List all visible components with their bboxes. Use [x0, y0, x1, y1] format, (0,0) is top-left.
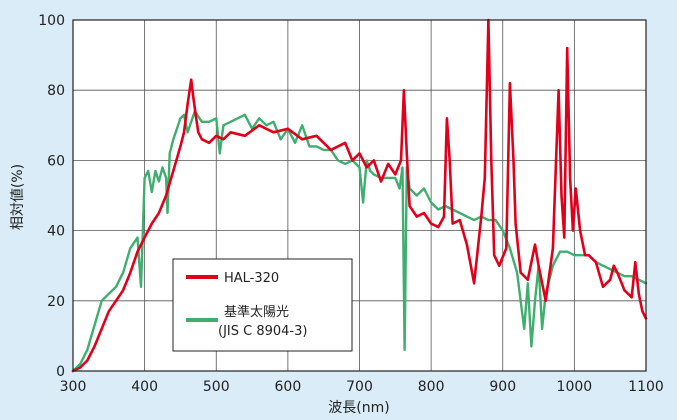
x-tick-label: 700	[346, 379, 373, 395]
y-tick-label: 40	[47, 224, 65, 240]
series-line-hal320	[71, 18, 648, 373]
series-layer	[71, 18, 648, 373]
x-tick-label: 500	[203, 379, 230, 395]
x-tick-label: 1100	[628, 379, 664, 395]
x-tick-label: 300	[60, 379, 87, 395]
y-tick-label: 60	[47, 153, 65, 169]
y-tick-label: 0	[56, 364, 65, 380]
x-tick-label: 600	[275, 379, 302, 395]
legend: HAL-320 基準太陽光 (JIS C 8904-3)	[172, 258, 353, 352]
y-tick-label: 100	[38, 13, 65, 29]
y-tick-label: 80	[47, 83, 65, 99]
series-line-standard-sunlight	[71, 110, 648, 373]
y-axis-label: 相対値(%)	[10, 164, 26, 230]
legend-label-standard-sunlight: 基準太陽光	[224, 304, 289, 320]
legend-box	[172, 258, 353, 352]
x-axis-label: 波長(nm)	[328, 400, 389, 416]
legend-label-hal320: HAL-320	[224, 271, 279, 286]
plot-frame	[72, 19, 647, 372]
tick-labels: 300 400 500 600 700 800 900 1000 1100 0 20 40 60 80 10…	[38, 13, 664, 395]
x-tick-label: 400	[131, 379, 158, 395]
y-tick-label: 20	[47, 294, 65, 310]
legend-label-standard-sunlight-sub: (JIS C 8904-3)	[218, 324, 307, 339]
x-tick-label: 800	[418, 379, 445, 395]
grid	[73, 20, 646, 371]
x-tick-label: 900	[489, 379, 516, 395]
x-tick-label: 1000	[557, 379, 593, 395]
